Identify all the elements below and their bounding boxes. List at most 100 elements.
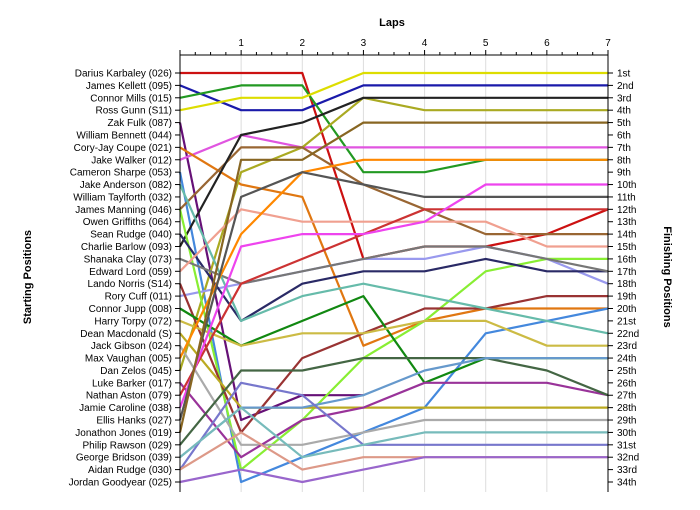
finish-label: 20th: [617, 304, 636, 315]
x-tick-label: 2: [300, 38, 306, 49]
y-axis-title-right: Finishing Positions: [661, 226, 673, 327]
series-line: [179, 84, 608, 112]
x-axis-title: Laps: [379, 17, 405, 29]
finish-label: 8th: [617, 155, 631, 166]
series-line: [179, 96, 608, 248]
series-line: [178, 283, 608, 434]
driver-label: Jack Gibson (024): [91, 341, 172, 352]
series-line: [179, 319, 608, 347]
driver-label: Cory-Jay Coupe (021): [74, 143, 172, 154]
series-line: [179, 381, 609, 459]
axes: [175, 50, 613, 492]
series-line: [179, 345, 608, 446]
finish-label: 14th: [617, 230, 636, 241]
driver-label: Rory Cuff (011): [105, 292, 172, 303]
driver-label: Ross Gunn (S11): [95, 106, 172, 117]
finish-label: 22nd: [617, 329, 639, 340]
finish-label: 12th: [617, 205, 636, 216]
finish-label: 6th: [617, 130, 631, 141]
driver-label: Dean Macdonald (S): [80, 329, 172, 340]
series-line: [179, 357, 609, 446]
finish-label: 15th: [617, 242, 636, 253]
series-line: [178, 171, 609, 484]
x-tick-label: 7: [605, 38, 611, 49]
driver-label: Connor Mills (015): [90, 93, 172, 104]
finish-label: 25th: [617, 366, 636, 377]
series-line: [179, 146, 608, 347]
series-line: [179, 406, 608, 459]
series-line: [179, 381, 608, 471]
finish-label: 7th: [617, 143, 631, 154]
finish-label: 27th: [617, 391, 636, 402]
finish-label: 5th: [617, 118, 631, 129]
x-tick-label: 5: [483, 38, 489, 49]
driver-label: Jake Walker (012): [91, 155, 172, 166]
series-lines: [178, 71, 609, 484]
driver-label: Zak Fulk (087): [108, 118, 172, 129]
finish-label: 13th: [617, 217, 636, 228]
series-line: [179, 133, 608, 161]
finish-label: 23rd: [617, 341, 637, 352]
x-tick-label: 3: [361, 38, 367, 49]
driver-label: Luke Barker (017): [92, 378, 172, 389]
finish-label: 31st: [617, 440, 636, 451]
finish-label: 9th: [617, 168, 631, 179]
driver-label: James Manning (046): [75, 205, 172, 216]
driver-label: George Bridson (039): [76, 453, 172, 464]
driver-label: Ellis Hanks (027): [96, 416, 172, 427]
finish-label: 17th: [617, 267, 636, 278]
driver-label: Cameron Sharpe (053): [70, 168, 172, 179]
finish-label: 10th: [617, 180, 636, 191]
driver-label: Owen Griffiths (064): [83, 217, 172, 228]
finish-label: 33rd: [617, 465, 637, 476]
x-tick-label: 6: [544, 38, 550, 49]
series-line: [178, 171, 608, 421]
series-line: [178, 183, 608, 408]
driver-label: William Bennett (044): [76, 130, 172, 141]
series-line: [179, 357, 608, 459]
driver-label: Lando Norris (S14): [88, 279, 172, 290]
finish-label: 1st: [617, 69, 631, 80]
series-line: [178, 96, 608, 371]
tick-labels: 1 2 3 4 5 6 7 Darius Karbaley (026)James Kellet…: [69, 38, 640, 489]
series-line: [179, 158, 608, 359]
driver-label: Aidan Rudge (030): [88, 465, 172, 476]
driver-label: Jake Anderson (082): [80, 180, 172, 191]
finish-label: 34th: [617, 478, 636, 489]
finish-label: 18th: [617, 279, 636, 290]
series-line: [178, 184, 609, 335]
driver-label: Edward Lord (059): [89, 267, 172, 278]
series-line: [179, 208, 608, 273]
series-line: [179, 208, 608, 396]
finish-label: 32nd: [617, 453, 639, 464]
finish-label: 2nd: [617, 81, 634, 92]
finish-label: 24th: [617, 354, 636, 365]
finish-label: 26th: [617, 378, 636, 389]
y-axis-title-left: Starting Positions: [22, 230, 34, 324]
series-line: [178, 121, 608, 433]
finish-label: 11th: [617, 192, 636, 203]
driver-label: Sean Rudge (040): [90, 230, 172, 241]
driver-label: Darius Karbaley (026): [75, 69, 172, 80]
driver-label: Nathan Aston (079): [86, 391, 172, 402]
finish-label: 29th: [617, 416, 636, 427]
series-line: [179, 146, 608, 236]
series-line: [179, 233, 608, 322]
driver-label: Jonathon Jones (019): [75, 428, 172, 439]
finish-label: 16th: [617, 254, 636, 265]
finish-label: 21st: [617, 316, 636, 327]
driver-label: Harry Torpy (072): [94, 316, 172, 327]
finish-label: 30th: [617, 428, 636, 439]
series-line: [179, 456, 608, 484]
finish-label: 28th: [617, 403, 636, 414]
finish-label: 3rd: [617, 93, 631, 104]
driver-label: Philip Rawson (029): [83, 440, 173, 451]
series-line: [179, 245, 609, 285]
driver-label: Max Vaughan (005): [85, 354, 172, 365]
series-line: [179, 71, 608, 112]
driver-label: Jordan Goodyear (025): [69, 478, 172, 489]
driver-label: William Taylforth (032): [73, 192, 172, 203]
driver-label: Connor Jupp (008): [89, 304, 172, 315]
driver-label: Dan Zelos (045): [100, 366, 172, 377]
